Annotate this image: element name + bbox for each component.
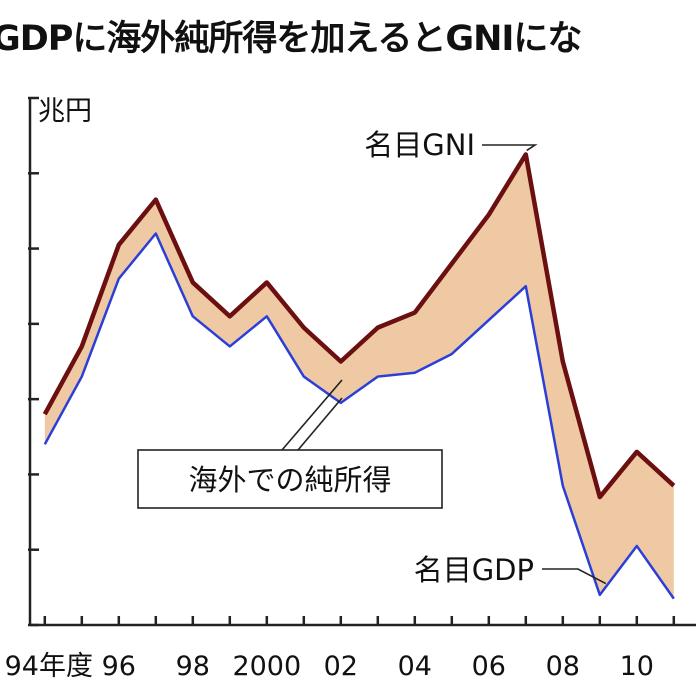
- x-tick-label: 94年度: [5, 651, 93, 682]
- x-tick-label: 10: [620, 651, 654, 682]
- net-income-label-box: [137, 449, 443, 509]
- area-layer: [44, 154, 674, 599]
- gni-line: [42, 152, 676, 500]
- x-tick-label: 02: [324, 651, 358, 682]
- x-tick-label: 96: [102, 651, 136, 682]
- gdp-leader-line: [542, 568, 607, 585]
- gdp-line: [43, 232, 675, 600]
- x-tick-label: 98: [176, 651, 210, 682]
- annot-layer: [137, 144, 607, 585]
- x-tick-label: 08: [546, 651, 580, 682]
- x-tick-label: 06: [472, 651, 506, 682]
- net-income-label: 海外での純所得: [188, 463, 391, 497]
- line-layer: [42, 152, 676, 600]
- gdp-series-label: 名目GDP: [414, 553, 534, 587]
- gni-leader-line: [482, 144, 538, 152]
- label-layer: 兆円 94年度 96 98 2000 02 04 06 08 10 名目GNI 名目GDP 海外での純所…: [5, 96, 654, 682]
- net-income-leader-line: [281, 379, 343, 451]
- chart-title: GDPに海外純所得を加えるとGNIにな: [0, 19, 582, 59]
- net-income-leader-line: [297, 397, 343, 451]
- x-tick-label: 04: [398, 651, 432, 682]
- net-income-area: [44, 154, 674, 599]
- axis-layer: [28, 96, 696, 627]
- x-tick-label: 2000: [232, 651, 301, 682]
- gni-series-label: 名目GNI: [364, 128, 475, 162]
- y-axis-unit-label: 兆円: [38, 96, 92, 127]
